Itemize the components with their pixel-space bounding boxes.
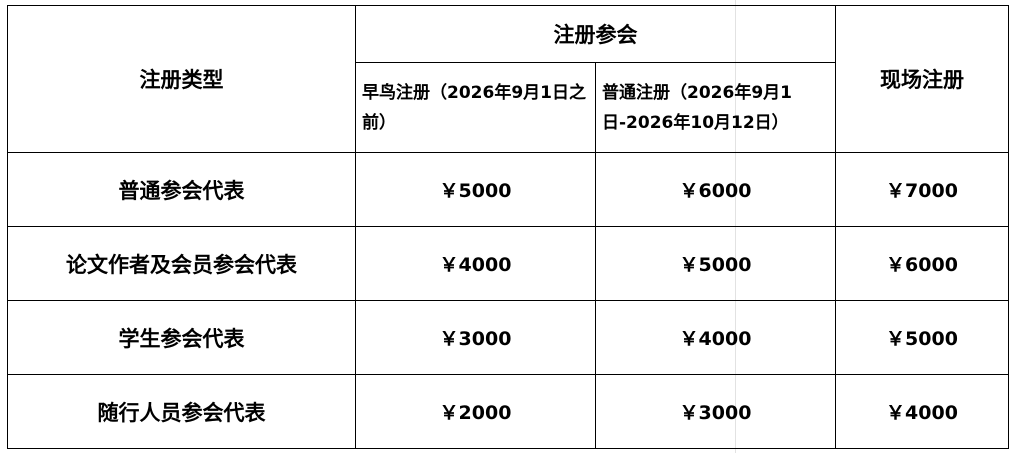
header-registration-type: 注册类型 [7, 5, 356, 153]
price-onsite: ￥6000 [835, 226, 1009, 301]
header-registration-group: 注册参会 [355, 5, 836, 63]
price-normal: ￥5000 [595, 226, 836, 301]
price-early: ￥5000 [355, 152, 596, 227]
table-row: 随行人员参会代表 ￥2000 ￥3000 ￥4000 [7, 374, 1009, 449]
table-row: 普通参会代表 ￥5000 ￥6000 ￥7000 [7, 152, 1009, 227]
table-row: 学生参会代表 ￥3000 ￥4000 ￥5000 [7, 300, 1009, 375]
price-early: ￥2000 [355, 374, 596, 449]
header-onsite: 现场注册 [835, 5, 1009, 153]
row-type: 学生参会代表 [7, 300, 356, 375]
price-normal: ￥6000 [595, 152, 836, 227]
price-normal: ￥3000 [595, 374, 836, 449]
table-row: 论文作者及会员参会代表 ￥4000 ￥5000 ￥6000 [7, 226, 1009, 301]
price-early: ￥4000 [355, 226, 596, 301]
price-normal: ￥4000 [595, 300, 836, 375]
price-early: ￥3000 [355, 300, 596, 375]
row-type: 论文作者及会员参会代表 [7, 226, 356, 301]
header-normal: 普通注册（2026年9月1日-2026年10月12日） [595, 62, 836, 153]
header-early-bird: 早鸟注册（2026年9月1日之前） [355, 62, 596, 153]
price-onsite: ￥7000 [835, 152, 1009, 227]
row-type: 普通参会代表 [7, 152, 356, 227]
registration-fee-table: 注册类型 注册参会 现场注册 早鸟注册（2026年9月1日之前） 普通注册（20… [7, 5, 1009, 449]
row-type: 随行人员参会代表 [7, 374, 356, 449]
price-onsite: ￥5000 [835, 300, 1009, 375]
price-onsite: ￥4000 [835, 374, 1009, 449]
